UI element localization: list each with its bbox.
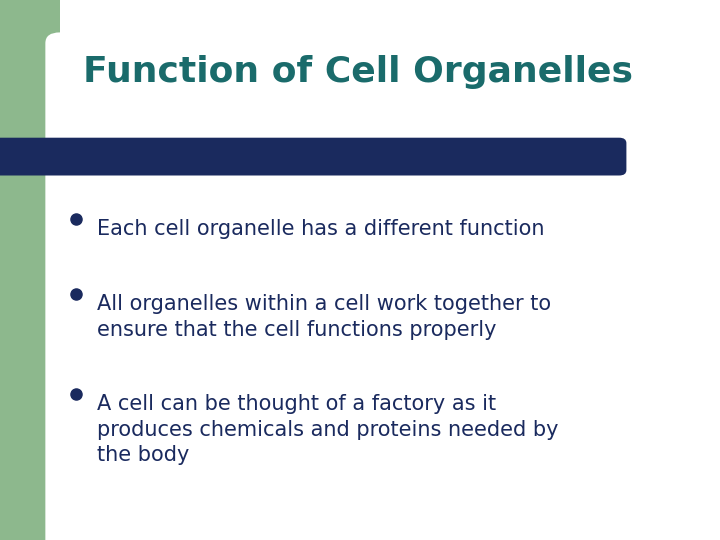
Text: Each cell organelle has a different function: Each cell organelle has a different func… bbox=[97, 219, 545, 239]
FancyBboxPatch shape bbox=[0, 138, 626, 176]
FancyBboxPatch shape bbox=[45, 32, 720, 540]
FancyBboxPatch shape bbox=[0, 0, 209, 162]
Text: All organelles within a cell work together to
ensure that the cell functions pro: All organelles within a cell work togeth… bbox=[97, 294, 552, 340]
Text: Function of Cell Organelles: Function of Cell Organelles bbox=[83, 55, 633, 89]
Bar bbox=[0, 0, 60, 540]
Text: A cell can be thought of a factory as it
produces chemicals and proteins needed : A cell can be thought of a factory as it… bbox=[97, 394, 559, 465]
